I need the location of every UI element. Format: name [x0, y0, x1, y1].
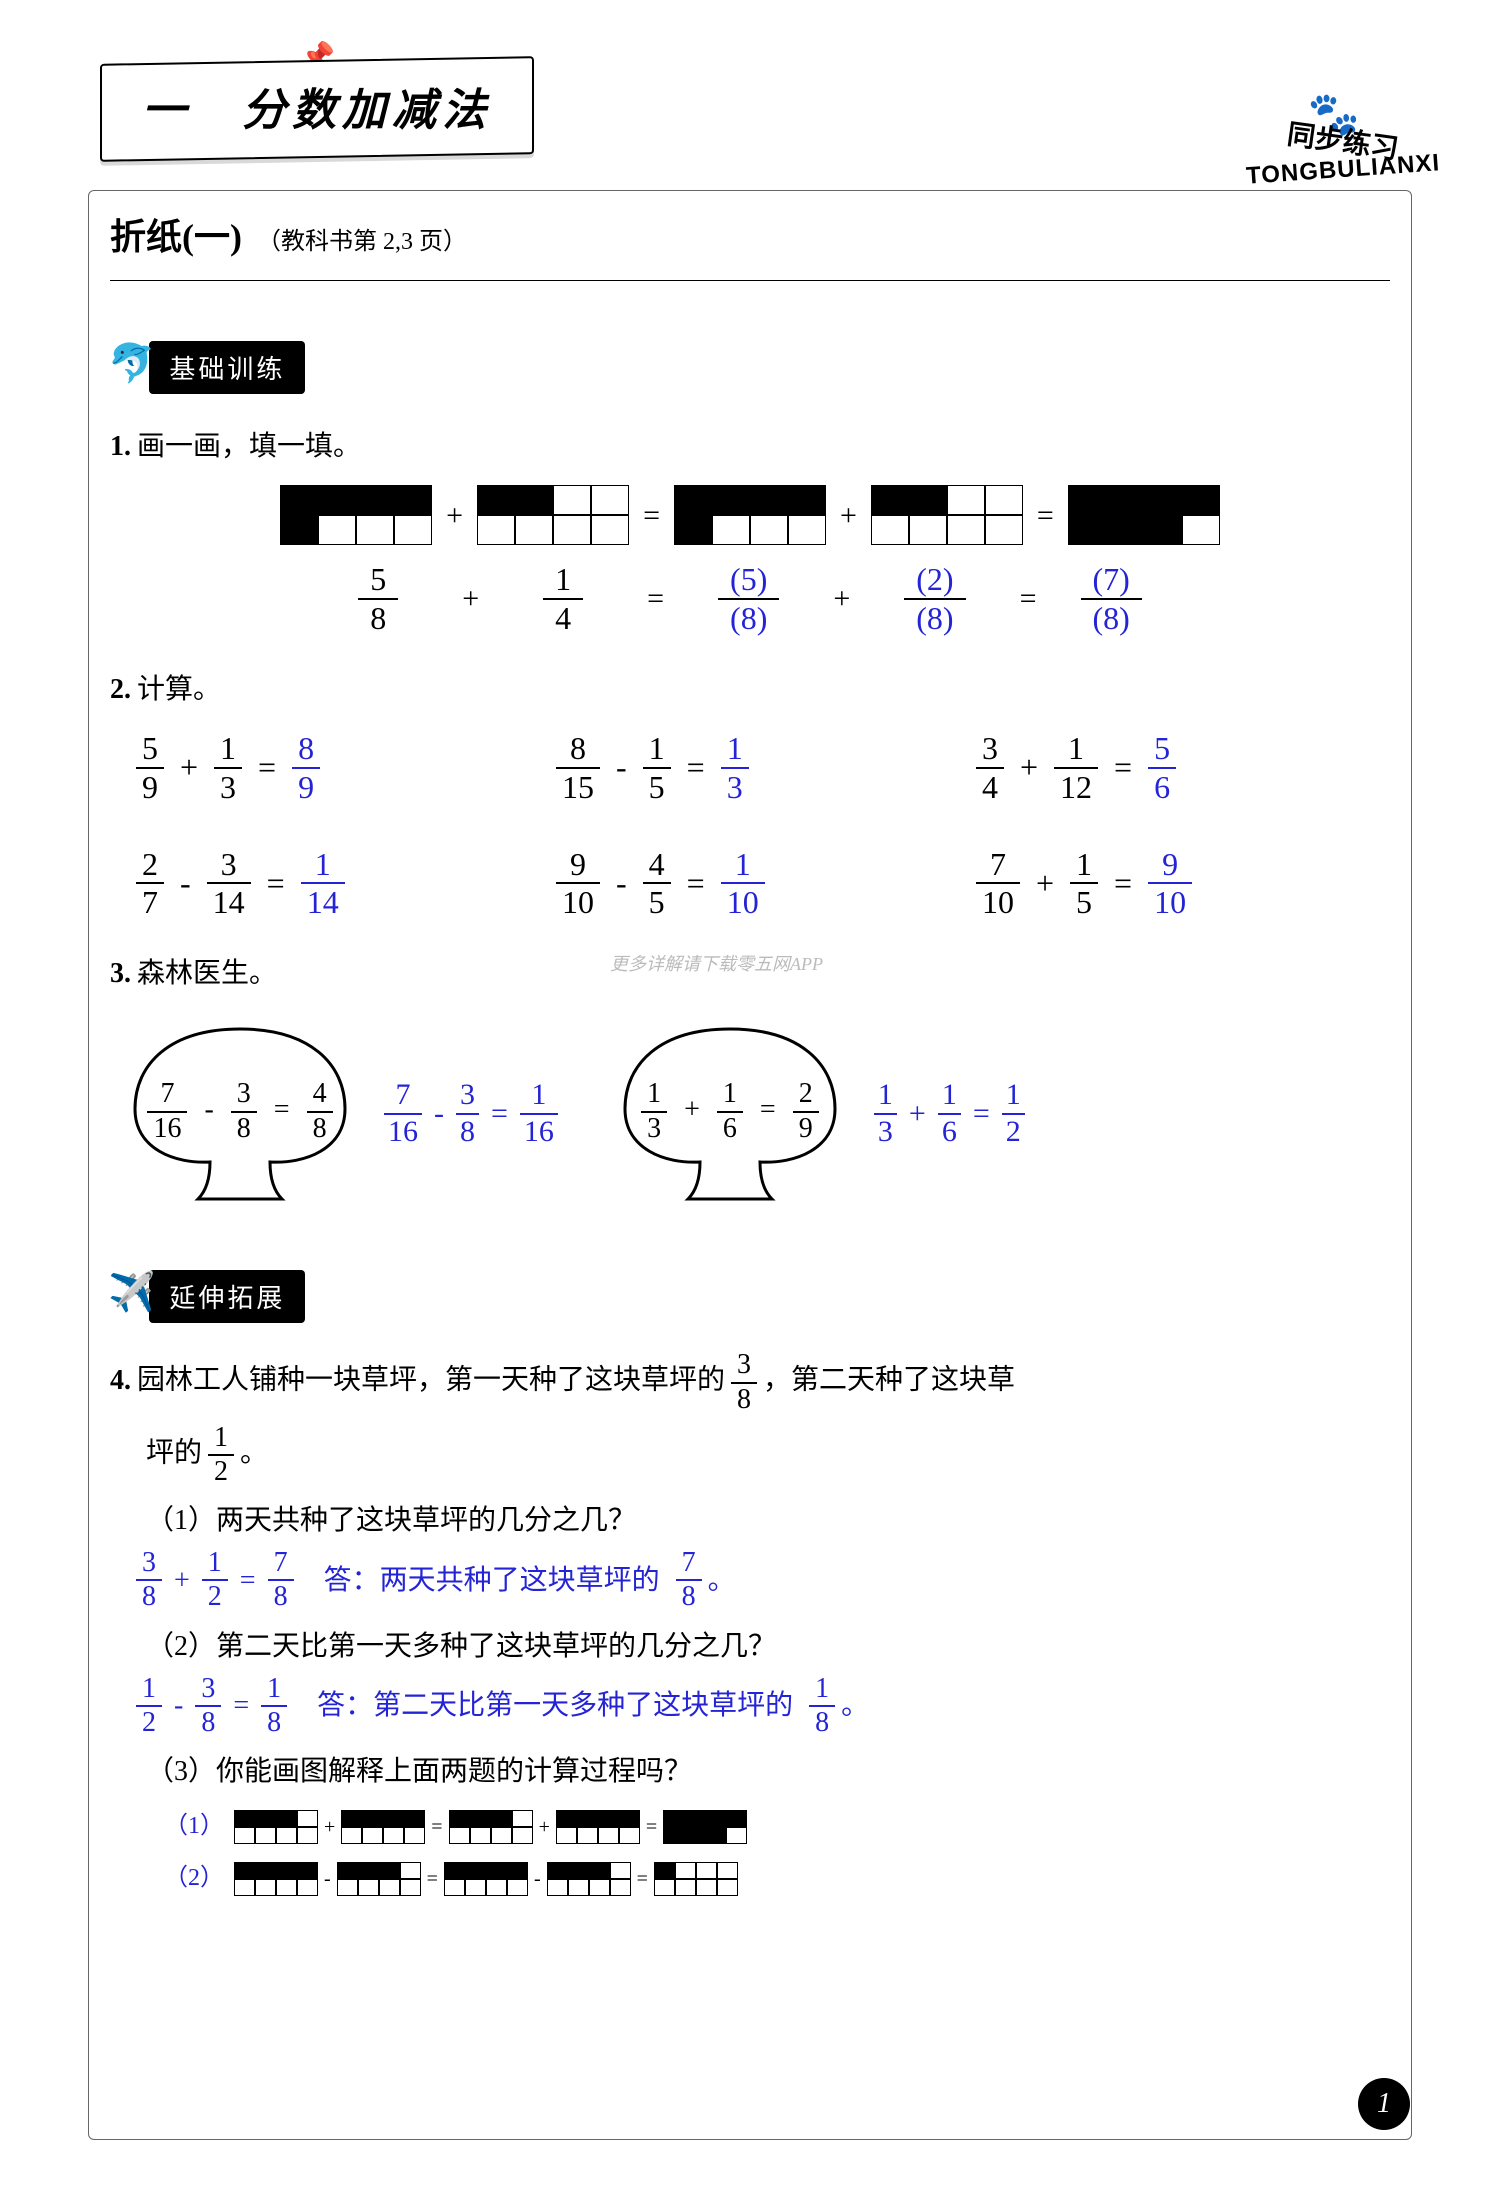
calc-expression: 34+112=56 [970, 730, 1390, 806]
calc-expression: 815-15=13 [550, 730, 970, 806]
question-1: 1.画一画，填一填。 + = + = 58 + 14 = 58 + 28 = 78 [110, 420, 1390, 637]
operator: = [637, 1860, 648, 1898]
tree2-correction: 13 + 16 = 12 [868, 1078, 1031, 1149]
calc-expression: 27-314=114 [130, 846, 550, 922]
q4-intro-frac1: 38 [731, 1349, 757, 1415]
q2-text: 计算。 [137, 674, 221, 705]
q4-intro-b: ，第二天种了这块草 [763, 1365, 1015, 1396]
calc-expression: 710+15=910 [970, 846, 1390, 922]
block-grid [654, 1862, 738, 1896]
q1-frac-b: 14 [543, 561, 583, 637]
q2-label: 2. [110, 674, 131, 705]
q1-grid-row: + = + = [110, 485, 1390, 545]
chapter-title-box: 一 分数加减法 [100, 56, 534, 162]
q2-grid: 59+13=89815-15=1334+112=56 27-314=114910-… [130, 730, 1390, 921]
plane-icon: ✈️ [108, 1271, 155, 1315]
operator: + [840, 487, 857, 544]
badge-extend-label: 延伸拓展 [149, 1270, 305, 1323]
operator: = [1037, 487, 1054, 544]
block-grid [547, 1862, 631, 1896]
operator: + [446, 487, 463, 544]
block-grid [674, 485, 826, 545]
question-2: 2.计算。 59+13=89815-15=1334+112=56 27-314=1… [110, 663, 1390, 921]
dolphin-icon: 🐬 [108, 342, 155, 386]
q4-sub3-d2: （2）-=-= [164, 1856, 1390, 1902]
badge-extend: ✈️ 延伸拓展 [108, 1270, 305, 1323]
tree-2: 13 + 16 = 29 [600, 1014, 860, 1214]
question-4: 4.园林工人铺种一块草坪，第一天种了这块草坪的38，第二天种了这块草 坪的12。… [110, 1349, 1390, 1901]
q4-sub3-q: （3）你能画图解释上面两题的计算过程吗？ [146, 1745, 1390, 1798]
equals-sign: = [1020, 570, 1037, 627]
operator: = [427, 1860, 438, 1898]
block-grid [449, 1810, 533, 1844]
q4-intro-line2: 坪的12。 [146, 1422, 1390, 1488]
tree1-wrong-eqn: 716 - 38 = 48 [110, 1078, 370, 1144]
block-grid [1068, 485, 1220, 545]
block-grid [663, 1810, 747, 1844]
q3-text: 森林医生。 [137, 958, 277, 989]
operator: - [534, 1860, 541, 1898]
q1-frac-row: 58 + 14 = 58 + 28 = 78 [110, 561, 1390, 637]
q4-sub1-ans: 38 + 12 = 78 答：两天共种了这块草坪的 78 。 [130, 1547, 1390, 1613]
section-main: 折纸(一) [110, 217, 242, 257]
chapter-title: 一 分数加减法 [142, 74, 492, 138]
q4-sub2-ans: 12 - 38 = 18 答：第二天比第一天多种了这块草坪的 18 。 [130, 1673, 1390, 1739]
calc-expression: 59+13=89 [130, 730, 550, 806]
q4-sub1-q: （1）两天共种了这块草坪的几分之几？ [146, 1494, 1390, 1547]
brand-badge: 同步练习 TONGBULIANXI [1246, 120, 1440, 184]
watermark: 更多详解请下载零五网APP [610, 950, 823, 976]
section-title: 折纸(一) （教科书第 2,3 页） [110, 208, 1420, 260]
block-grid [871, 485, 1023, 545]
q1-frac-c: 58 [718, 561, 779, 637]
q1-frac-a: 58 [358, 561, 398, 637]
operator: = [643, 487, 660, 544]
plus-sign: + [462, 570, 479, 627]
operator: = [646, 1808, 657, 1846]
operator: + [539, 1808, 550, 1846]
q4-sub2-q: （2）第二天比第一天多种了这块草坪的几分之几？ [146, 1620, 1390, 1673]
block-grid [477, 485, 629, 545]
block-grid [280, 485, 432, 545]
badge-basic: 🐬 基础训练 [108, 341, 305, 394]
equals-sign: = [647, 570, 664, 627]
operator: + [324, 1808, 335, 1846]
brand-en: TONGBULIANXI [1245, 149, 1441, 190]
plus-sign: + [833, 570, 850, 627]
q4-intro-a: 园林工人铺种一块草坪，第一天种了这块草坪的 [137, 1365, 725, 1396]
q3-label: 3. [110, 958, 131, 989]
badge-basic-label: 基础训练 [149, 341, 305, 394]
block-grid [556, 1810, 640, 1844]
question-3: 3.森林医生。 716 - 38 = 48 716 - 38 = 116 [110, 947, 1390, 1214]
block-grid [444, 1862, 528, 1896]
block-grid [234, 1810, 318, 1844]
q1-frac-d: 28 [904, 561, 965, 637]
calc-expression: 910-45=110 [550, 846, 970, 922]
tree1-correction: 716 - 38 = 116 [378, 1078, 564, 1149]
tree-1: 716 - 38 = 48 [110, 1014, 370, 1214]
q4-sub3-d1: （1）+=+= [164, 1804, 1390, 1850]
block-grid [341, 1810, 425, 1844]
block-grid [234, 1862, 318, 1896]
operator: - [324, 1860, 331, 1898]
q1-frac-e: 78 [1081, 561, 1142, 637]
page: 📌 一 分数加减法 🐾 同步练习 TONGBULIANXI 折纸(一) （教科书… [80, 60, 1420, 2140]
chapter-banner: 📌 一 分数加减法 [100, 60, 1420, 158]
q3-trees: 716 - 38 = 48 716 - 38 = 116 [110, 1014, 1390, 1214]
operator: = [431, 1808, 442, 1846]
q1-text: 画一画，填一填。 [137, 431, 361, 462]
q4-label: 4. [110, 1365, 131, 1396]
page-number: 1 [1358, 2078, 1410, 2130]
block-grid [337, 1862, 421, 1896]
tree2-wrong-eqn: 13 + 16 = 29 [600, 1078, 860, 1144]
section-divider [110, 280, 1390, 281]
section-sub: （教科书第 2,3 页） [257, 229, 467, 255]
q1-label: 1. [110, 431, 131, 462]
